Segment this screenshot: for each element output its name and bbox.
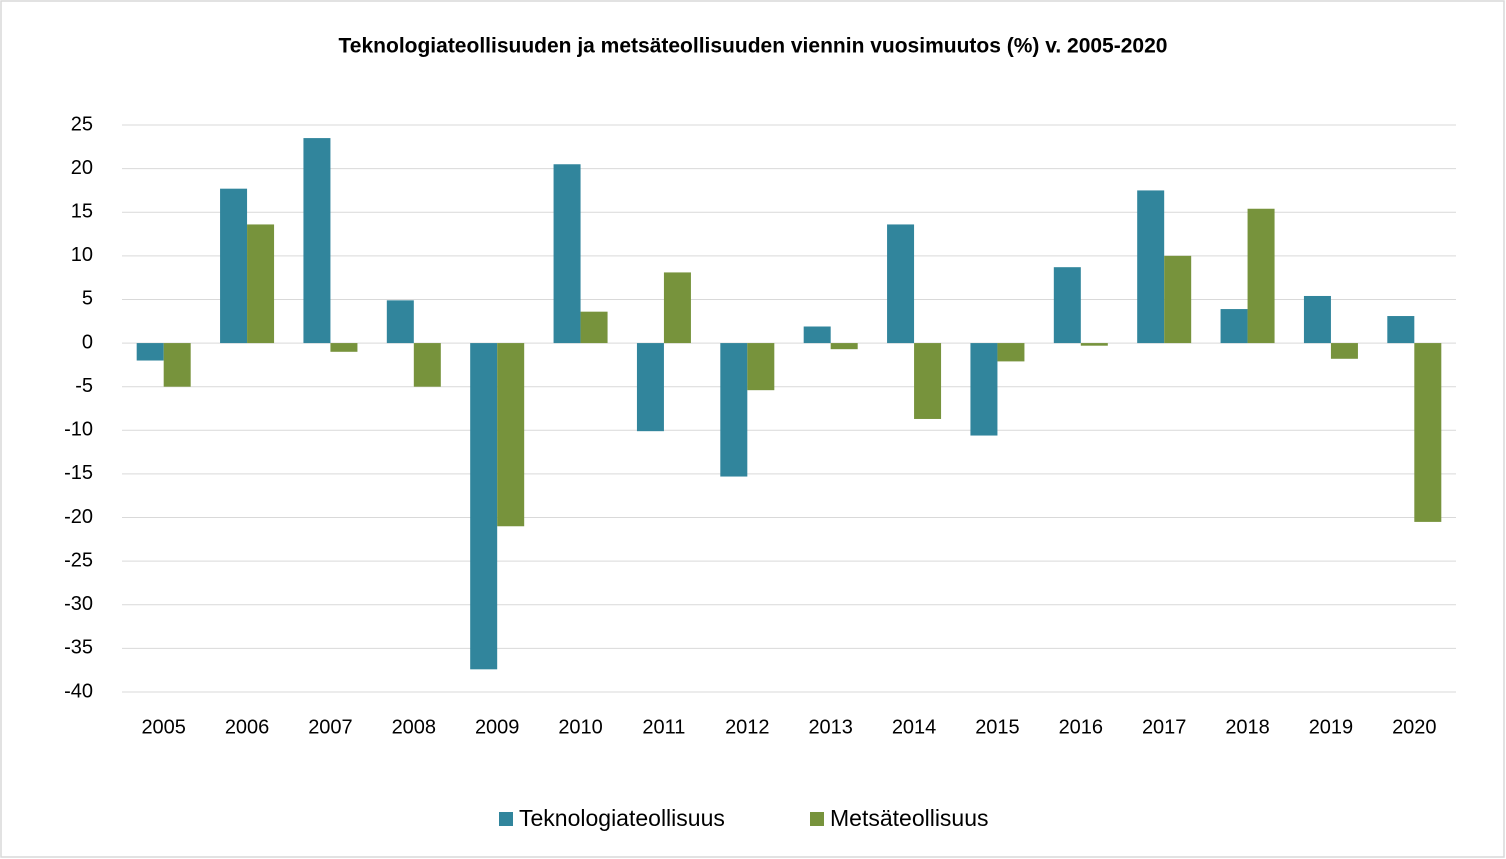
bar [1247,208,1275,344]
y-tick-label: 0 [82,331,93,353]
legend-swatch [499,812,513,826]
x-tick-label: 2015 [975,716,1020,738]
bar [303,138,331,344]
x-tick-label: 2005 [141,716,186,738]
bar [970,343,998,436]
bar [220,188,248,344]
bar [914,343,942,419]
chart-title: Teknologiateollisuuden ja metsäteollisuu… [339,35,1168,58]
bar [997,343,1025,362]
x-tick-label: 2014 [892,716,937,738]
legend-label: Metsäteollisuus [830,805,989,831]
x-tick-label: 2009 [475,716,520,738]
y-tick-label: -5 [75,375,93,397]
bar [747,343,775,391]
bar [386,300,414,344]
x-tick-label: 2011 [642,716,685,738]
bar [413,343,441,387]
legend-label: Teknologiateollisuus [519,805,725,831]
legend-swatch [810,812,824,826]
y-tick-label: 20 [71,157,93,179]
x-tick-label: 2007 [308,716,353,738]
bar [136,343,164,361]
y-tick-label: -20 [64,506,93,528]
bar [636,343,664,432]
x-tick-label: 2016 [1059,716,1104,738]
bar [1080,343,1108,346]
bar [470,343,498,670]
x-tick-label: 2010 [558,716,603,738]
y-tick-label: -30 [64,593,93,615]
bar [1053,267,1081,344]
x-tick-label: 2019 [1309,716,1354,738]
bar [330,343,358,352]
y-tick-label: 25 [71,113,93,135]
x-tick-label: 2012 [725,716,770,738]
bar [1330,343,1358,359]
x-tick-label: 2008 [392,716,437,738]
x-tick-label: 2020 [1392,716,1437,738]
bar [580,311,608,344]
bar [553,164,581,344]
y-tick-label: -40 [64,680,93,702]
y-tick-label: -35 [64,637,93,659]
bar [1220,309,1248,344]
bar [1164,255,1192,344]
bar [1303,295,1331,344]
bar [830,343,858,350]
y-tick-label: 15 [71,201,93,223]
bar [663,272,691,344]
x-tick-label: 2006 [225,716,270,738]
bar [163,343,191,387]
bar [1414,343,1442,522]
bar [803,326,831,344]
bar [720,343,748,477]
x-tick-label: 2013 [808,716,853,738]
bar [1137,190,1165,344]
bar [1387,316,1415,344]
bar [247,224,275,344]
x-tick-label: 2017 [1142,716,1187,738]
y-tick-label: -15 [64,462,93,484]
y-tick-label: -25 [64,549,93,571]
y-tick-label: 10 [71,244,93,266]
bar [497,343,525,527]
x-tick-label: 2018 [1225,716,1270,738]
y-tick-label: -10 [64,419,93,441]
y-tick-label: 5 [82,288,93,310]
bar [887,224,915,344]
